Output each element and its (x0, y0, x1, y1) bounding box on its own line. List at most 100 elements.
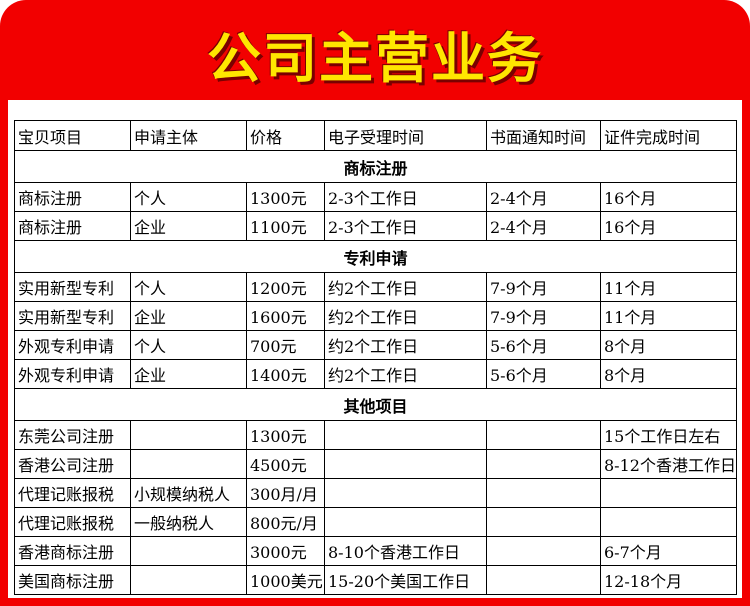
cell: 香港商标注册 (14, 536, 131, 566)
cell: 商标注册 (14, 211, 131, 241)
section-row: 商标注册 (14, 150, 737, 183)
cell: 11个月 (600, 301, 737, 331)
cell (486, 420, 601, 450)
cell: 11个月 (600, 272, 737, 302)
row: 香港公司注册 4500元 8-12个香港工作日 (14, 449, 737, 479)
cell: 2-3个工作日 (324, 211, 487, 241)
cell: 3000元 (246, 536, 325, 566)
cell (486, 536, 601, 566)
cell: 300月/月 (246, 478, 325, 508)
row: 东莞公司注册 1300元 15个工作日左右 (14, 420, 737, 450)
header-cell: 价格 (246, 120, 325, 151)
cell: 1400元 (246, 359, 325, 389)
cell: 2-4个月 (486, 211, 601, 241)
cell: 1000美元 (246, 565, 325, 595)
row: 商标注册 企业 1100元 2-3个工作日 2-4个月 16个月 (14, 211, 737, 241)
cell: 一般纳税人 (130, 507, 247, 537)
row: 代理记账报税 小规模纳税人 300月/月 (14, 478, 737, 508)
cell: 外观专利申请 (14, 330, 131, 360)
cell: 代理记账报税 (14, 478, 131, 508)
cell: 约2个工作日 (324, 272, 487, 302)
cell (486, 449, 601, 479)
cell: 约2个工作日 (324, 330, 487, 360)
cell: 16个月 (600, 182, 737, 212)
cell: 8个月 (600, 330, 737, 360)
cell: 2-3个工作日 (324, 182, 487, 212)
cell: 代理记账报税 (14, 507, 131, 537)
cell: 商标注册 (14, 182, 131, 212)
cell: 实用新型专利 (14, 272, 131, 302)
row: 香港商标注册 3000元 8-10个香港工作日 6-7个月 (14, 536, 737, 566)
section-row: 其他项目 (14, 388, 737, 421)
cell: 8-12个香港工作日 (600, 449, 737, 479)
section-row: 专利申请 (14, 240, 737, 273)
cell: 2-4个月 (486, 182, 601, 212)
row: 代理记账报税 一般纳税人 800元/月 (14, 507, 737, 537)
cell: 约2个工作日 (324, 301, 487, 331)
cell: 实用新型专利 (14, 301, 131, 331)
cell: 5-6个月 (486, 330, 601, 360)
row: 外观专利申请 企业 1400元 约2个工作日 5-6个月 8个月 (14, 359, 737, 389)
cell (324, 478, 487, 508)
cell: 1300元 (246, 420, 325, 450)
cell: 15个工作日左右 (600, 420, 737, 450)
cell: 16个月 (600, 211, 737, 241)
section-title: 商标注册 (14, 150, 737, 183)
header-cell: 申请主体 (130, 120, 247, 151)
cell: 7-9个月 (486, 272, 601, 302)
row: 实用新型专利 企业 1600元 约2个工作日 7-9个月 11个月 (14, 301, 737, 331)
cell (486, 478, 601, 508)
cell (130, 420, 247, 450)
header-cell: 宝贝项目 (14, 120, 131, 151)
cell (324, 420, 487, 450)
cell (486, 507, 601, 537)
cell: 5-6个月 (486, 359, 601, 389)
cell: 6-7个月 (600, 536, 737, 566)
cell: 美国商标注册 (14, 565, 131, 595)
cell: 1100元 (246, 211, 325, 241)
cell (130, 536, 247, 566)
cell (130, 565, 247, 595)
cell: 企业 (130, 301, 247, 331)
cell: 1200元 (246, 272, 325, 302)
cell (486, 565, 601, 595)
cell: 个人 (130, 330, 247, 360)
row: 实用新型专利 个人 1200元 约2个工作日 7-9个月 11个月 (14, 272, 737, 302)
cell: 个人 (130, 182, 247, 212)
cell: 小规模纳税人 (130, 478, 247, 508)
cell: 12-18个月 (600, 565, 737, 595)
cell: 700元 (246, 330, 325, 360)
header-row: 宝贝项目 申请主体 价格 电子受理时间 书面通知时间 证件完成时间 (14, 120, 737, 151)
cell: 4500元 (246, 449, 325, 479)
cell: 香港公司注册 (14, 449, 131, 479)
cell (600, 478, 737, 508)
cell: 企业 (130, 359, 247, 389)
row: 商标注册 个人 1300元 2-3个工作日 2-4个月 16个月 (14, 182, 737, 212)
cell: 企业 (130, 211, 247, 241)
cell: 8个月 (600, 359, 737, 389)
panel: 宝贝项目 申请主体 价格 电子受理时间 书面通知时间 证件完成时间 商标注册 商标注册 个人 13… (8, 100, 742, 598)
cell (130, 449, 247, 479)
cell: 外观专利申请 (14, 359, 131, 389)
row: 外观专利申请 个人 700元 约2个工作日 5-6个月 8个月 (14, 330, 737, 360)
section-title: 专利申请 (14, 240, 737, 273)
cell (600, 507, 737, 537)
header-cell: 电子受理时间 (324, 120, 487, 151)
cell: 个人 (130, 272, 247, 302)
header-cell: 书面通知时间 (486, 120, 601, 151)
cell: 8-10个香港工作日 (324, 536, 487, 566)
cell: 800元/月 (246, 507, 325, 537)
cell: 1300元 (246, 182, 325, 212)
cell (324, 507, 487, 537)
row: 美国商标注册 1000美元 15-20个美国工作日 12-18个月 (14, 565, 737, 595)
section-title: 其他项目 (14, 388, 737, 421)
cell: 约2个工作日 (324, 359, 487, 389)
title: 公司主营业务 (207, 27, 543, 90)
header-cell: 证件完成时间 (600, 120, 737, 151)
price-table: 宝贝项目 申请主体 价格 电子受理时间 书面通知时间 证件完成时间 商标注册 商标注册 个人 13… (14, 120, 737, 595)
cell (324, 449, 487, 479)
cell: 1600元 (246, 301, 325, 331)
cell: 15-20个美国工作日 (324, 565, 487, 595)
